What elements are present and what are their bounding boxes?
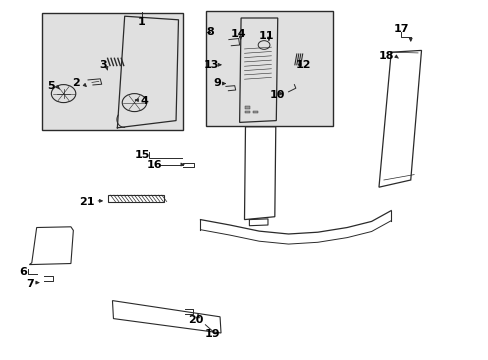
Text: 2: 2 [72, 78, 80, 88]
Text: 10: 10 [269, 90, 285, 100]
Text: 11: 11 [258, 31, 274, 41]
Text: 4: 4 [140, 96, 148, 106]
Text: 21: 21 [79, 197, 95, 207]
Bar [245, 106, 250, 109]
Text: 20: 20 [187, 315, 203, 325]
Bar [107, 195, 163, 202]
Text: 15: 15 [135, 150, 150, 160]
Text: 13: 13 [203, 60, 219, 70]
Bar [41, 13, 183, 130]
Text: 12: 12 [295, 60, 310, 70]
Bar [245, 111, 250, 113]
Text: 19: 19 [204, 329, 220, 339]
Text: 9: 9 [213, 78, 221, 88]
Text: 5: 5 [47, 81, 55, 91]
Bar [253, 111, 258, 113]
Text: 14: 14 [230, 29, 246, 39]
Text: 7: 7 [26, 279, 34, 289]
Text: 18: 18 [378, 51, 393, 61]
Bar [206, 11, 332, 126]
Text: 16: 16 [146, 160, 162, 170]
Text: 3: 3 [99, 60, 106, 70]
Text: 6: 6 [20, 267, 27, 277]
Text: 1: 1 [138, 17, 145, 27]
Text: 8: 8 [206, 27, 214, 37]
Text: 17: 17 [392, 24, 408, 34]
